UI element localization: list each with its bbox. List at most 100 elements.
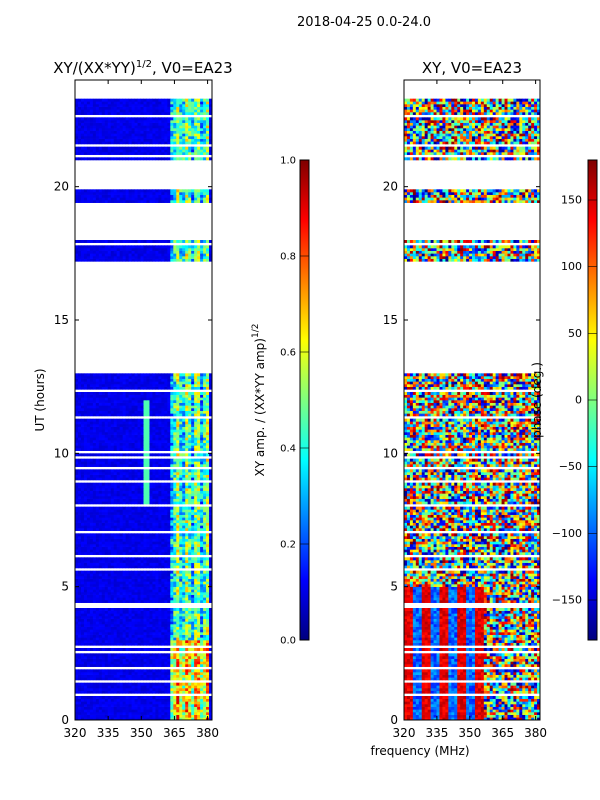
heatmap-cell xyxy=(206,549,210,553)
heatmap-cell xyxy=(95,426,100,430)
heatmap-cell xyxy=(98,546,103,550)
heatmap-cell xyxy=(149,581,153,585)
heatmap-cell xyxy=(75,525,79,529)
heatmap-cell xyxy=(119,616,124,619)
heatmap-cell xyxy=(155,698,159,702)
heatmap-cell xyxy=(185,701,189,705)
heatmap-cell xyxy=(107,546,112,550)
heatmap-cell xyxy=(80,426,85,430)
heatmap-cell xyxy=(191,589,195,593)
heatmap-cell xyxy=(209,525,213,529)
heatmap-cell xyxy=(143,629,147,633)
heatmap-cell xyxy=(188,549,192,553)
heatmap-cell xyxy=(80,509,85,513)
heatmap-cell xyxy=(155,584,159,587)
heatmap-cell xyxy=(170,714,174,718)
heatmap-cell xyxy=(86,538,91,542)
heatmap-cell xyxy=(200,637,204,641)
heatmap-cell xyxy=(89,536,94,539)
heatmap-cell xyxy=(104,688,109,691)
heatmap-cell xyxy=(209,506,213,510)
heatmap-cell xyxy=(86,565,91,569)
heatmap-cell xyxy=(125,496,130,499)
heatmap-cell xyxy=(143,421,147,425)
heatmap-cell xyxy=(146,400,150,403)
heatmap-cell xyxy=(146,469,150,473)
heatmap-cell xyxy=(101,400,106,403)
heatmap-cell xyxy=(191,661,195,665)
heatmap-cell xyxy=(134,706,138,710)
heatmap-cell xyxy=(92,696,97,699)
heatmap-cell xyxy=(173,442,177,446)
heatmap-cell xyxy=(86,461,91,465)
heatmap-cell xyxy=(164,397,168,401)
heatmap-cell xyxy=(83,560,88,563)
heatmap-cell xyxy=(188,704,192,707)
heatmap-cell xyxy=(152,413,156,417)
heatmap-cell xyxy=(86,533,91,537)
heatmap-cell xyxy=(143,434,147,438)
heatmap-cell xyxy=(158,570,162,574)
heatmap-cell xyxy=(161,544,165,547)
heatmap-cell xyxy=(125,477,130,481)
heatmap-cell xyxy=(104,413,109,417)
heatmap-cell xyxy=(170,512,174,515)
heatmap-cell xyxy=(200,434,204,438)
heatmap-cell xyxy=(89,448,94,451)
heatmap-cell xyxy=(182,709,186,713)
heatmap-cell xyxy=(98,397,103,401)
heatmap-cell xyxy=(176,538,180,542)
heatmap-cell xyxy=(131,421,135,425)
heatmap-cell xyxy=(128,704,132,707)
heatmap-cell xyxy=(137,426,141,430)
heatmap-cell xyxy=(89,546,94,550)
heatmap-cell xyxy=(83,464,88,467)
heatmap-cell xyxy=(98,616,103,619)
heatmap-cell xyxy=(167,488,171,491)
heatmap-cell xyxy=(194,402,198,406)
heatmap-cell xyxy=(104,648,109,651)
heatmap-cell xyxy=(75,498,79,502)
heatmap-cell xyxy=(143,546,147,550)
heatmap-cell xyxy=(125,482,130,486)
heatmap-cell xyxy=(89,560,94,563)
heatmap-cell xyxy=(164,424,168,427)
heatmap-cell xyxy=(200,562,204,566)
heatmap-cell xyxy=(152,536,156,539)
heatmap-cell xyxy=(164,584,168,587)
heatmap-cell xyxy=(182,648,186,651)
heatmap-cell xyxy=(182,613,186,617)
heatmap-cell xyxy=(167,418,171,422)
heatmap-cell xyxy=(77,688,82,691)
heatmap-cell xyxy=(200,672,204,675)
heatmap-cell xyxy=(131,528,135,531)
heatmap-cell xyxy=(83,424,88,427)
heatmap-cell xyxy=(104,522,109,526)
heatmap-cell xyxy=(110,432,115,435)
heatmap-cell xyxy=(122,653,127,657)
heatmap-cell xyxy=(140,714,144,718)
heatmap-cell xyxy=(161,432,165,435)
heatmap-cell xyxy=(194,578,198,582)
heatmap-cell xyxy=(149,637,153,641)
heatmap-cell xyxy=(149,717,153,721)
heatmap-cell xyxy=(206,682,210,686)
heatmap-cell xyxy=(89,698,94,702)
heatmap-cell xyxy=(185,626,189,630)
heatmap-cell xyxy=(182,544,186,547)
heatmap-cell xyxy=(179,546,183,550)
heatmap-cell xyxy=(107,514,112,518)
heatmap-cell xyxy=(110,610,115,614)
heatmap-cell xyxy=(134,618,138,622)
heatmap-cell xyxy=(197,704,201,707)
heatmap-cell xyxy=(194,477,198,481)
heatmap-cell xyxy=(104,589,109,593)
heatmap-cell xyxy=(173,448,177,451)
heatmap-cell xyxy=(164,490,168,494)
heatmap-cell xyxy=(191,538,195,542)
heatmap-cell xyxy=(176,557,180,561)
heatmap-cell xyxy=(122,560,127,563)
heatmap-cell xyxy=(95,565,100,569)
heatmap-cell xyxy=(80,562,85,566)
heatmap-cell xyxy=(203,706,207,710)
